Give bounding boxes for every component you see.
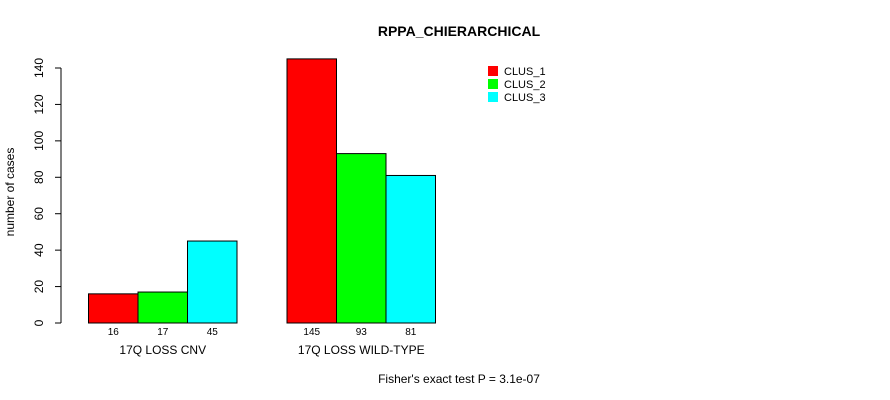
y-axis: 0 20 40 60 80 100 120 140 [32,58,62,326]
legend-label: CLUS_2 [504,79,546,91]
bar-clus-1-2 [286,58,337,324]
bar-clus-1-1 [88,293,139,324]
bar-value-label: 93 [356,327,368,338]
bar-clus-3-1 [187,240,238,324]
legend-label: CLUS_3 [504,92,546,104]
y-tick-label: 0 [32,319,46,326]
bar-clus-2-1 [137,291,188,324]
category-labels: 17Q LOSS CNV 17Q LOSS WILD-TYPE [119,343,424,357]
y-tick-label: 80 [32,170,46,184]
bar-value-label: 45 [207,327,219,338]
y-tick-label: 120 [32,94,46,114]
y-axis-label: number of cases [3,148,17,237]
y-tick-label: 20 [32,280,46,294]
bars [88,58,436,324]
fisher-test-footnote: Fisher's exact test P = 3.1e-07 [378,372,540,386]
y-tick-label: 40 [32,243,46,257]
bar-value-label: 81 [405,327,417,338]
chart-title: RPPA_CHIERARCHICAL [378,23,541,39]
y-tick-label: 60 [32,207,46,221]
bar-clus-3-2 [385,174,436,324]
legend-label: CLUS_1 [504,66,546,78]
category-label: 17Q LOSS CNV [119,343,206,357]
y-tick-label: 100 [32,131,46,151]
bar-clus-2-2 [336,153,387,324]
legend-swatch [488,79,498,89]
legend-swatch [488,66,498,76]
y-tick-label: 140 [32,58,46,78]
bar-value-label: 17 [157,327,169,338]
legend-swatch [488,92,498,102]
category-label: 17Q LOSS WILD-TYPE [298,343,425,357]
bar-value-label: 16 [108,327,120,338]
bar-value-labels: 16 17 45 145 93 81 [108,327,417,338]
bar-value-label: 145 [303,327,320,338]
